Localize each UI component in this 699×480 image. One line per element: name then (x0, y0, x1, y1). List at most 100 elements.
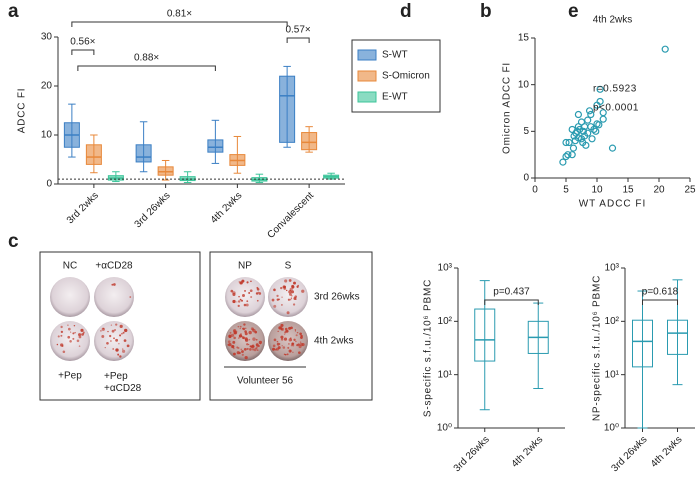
y-axis-label: ADCC FI (17, 88, 28, 134)
y-tick-label: 10¹ (605, 369, 620, 380)
spot (252, 337, 256, 341)
box (207, 139, 224, 153)
spot (82, 331, 85, 334)
spot (281, 304, 283, 306)
point (568, 125, 576, 134)
spot (250, 327, 254, 331)
spot (115, 323, 118, 326)
bracket (484, 299, 539, 305)
spot (235, 330, 238, 333)
annotation: 0.88× (134, 53, 159, 64)
spot (301, 289, 305, 293)
x-tick-label: 15 (622, 185, 634, 196)
spot (280, 335, 284, 339)
spot (243, 303, 247, 307)
spot (238, 337, 240, 339)
point (568, 151, 576, 159)
spot (241, 335, 243, 338)
y-axis-label: S-specific s.f.u./10⁶ PBMC (423, 279, 434, 417)
y-tick-label: 10¹ (438, 369, 453, 380)
point (599, 115, 607, 123)
box (667, 319, 688, 355)
y-axis-label: Omicron ADCC FI (502, 62, 513, 154)
spot (285, 329, 289, 333)
spot (237, 300, 241, 303)
spot (104, 346, 106, 349)
spot (288, 326, 292, 330)
spot (78, 335, 82, 339)
spot (232, 340, 236, 344)
spot (67, 335, 71, 339)
spot (101, 327, 105, 331)
spot (288, 279, 292, 282)
x-axis-label: WT ADCC FI (579, 199, 647, 210)
spot (244, 338, 249, 342)
spot (239, 325, 242, 328)
spot (284, 353, 287, 356)
well (225, 277, 265, 317)
panel-label: b (480, 1, 492, 22)
spot (298, 345, 302, 349)
spot (233, 347, 235, 350)
spot (126, 344, 130, 348)
spot (289, 289, 291, 292)
point (564, 151, 572, 159)
box (85, 144, 102, 165)
spot (292, 344, 295, 347)
y-tick-label: 30 (41, 32, 53, 43)
point (596, 85, 604, 93)
spot (278, 326, 282, 330)
spot (242, 327, 246, 331)
panel-label: e (568, 1, 579, 22)
well-label: +Pep +αCD28 (104, 371, 142, 394)
point (596, 97, 604, 106)
spot (290, 290, 295, 294)
spot (246, 300, 249, 303)
y-tick-label: 10 (518, 79, 530, 90)
spot (238, 295, 240, 298)
spot (241, 299, 243, 302)
legend-label: E-WT (382, 92, 408, 103)
spot (292, 351, 294, 354)
row-label: 3rd 26wks (314, 292, 360, 303)
spot (290, 297, 293, 299)
spot (296, 344, 299, 347)
x-tick-label: Convalescent (265, 190, 316, 241)
annotation: p=0.437 (493, 287, 530, 298)
spot (114, 329, 116, 331)
y-tick-label: 15 (518, 33, 530, 44)
spot (61, 345, 64, 348)
y-tick-label: 10⁰ (437, 423, 452, 434)
spot (121, 332, 123, 335)
frame (209, 251, 373, 401)
point (579, 138, 587, 147)
spot (233, 352, 236, 356)
spot (249, 345, 252, 348)
spot (290, 339, 292, 341)
spot (119, 334, 122, 337)
spot (246, 281, 249, 284)
spot (288, 290, 292, 294)
spot (233, 330, 236, 333)
text-line: +αCD28 (104, 383, 142, 394)
spot (237, 325, 240, 328)
x-tick-label: 3rd 2wks (65, 190, 101, 226)
spot (280, 286, 283, 290)
spot (233, 336, 236, 340)
spot (72, 332, 75, 335)
y-axis-label: NP-specific s.f.u./10⁶ PBMC (592, 275, 603, 421)
spot (115, 338, 119, 342)
spot (247, 343, 250, 346)
spot (110, 340, 112, 342)
spot (227, 343, 230, 346)
spot (248, 348, 252, 351)
bracket (71, 49, 95, 55)
spot (256, 299, 259, 302)
x-tick-label: 5 (563, 185, 569, 196)
spot (248, 338, 251, 341)
point (590, 125, 598, 134)
spot (256, 349, 259, 352)
spot (245, 303, 249, 307)
well (50, 277, 90, 317)
spot (282, 346, 286, 349)
